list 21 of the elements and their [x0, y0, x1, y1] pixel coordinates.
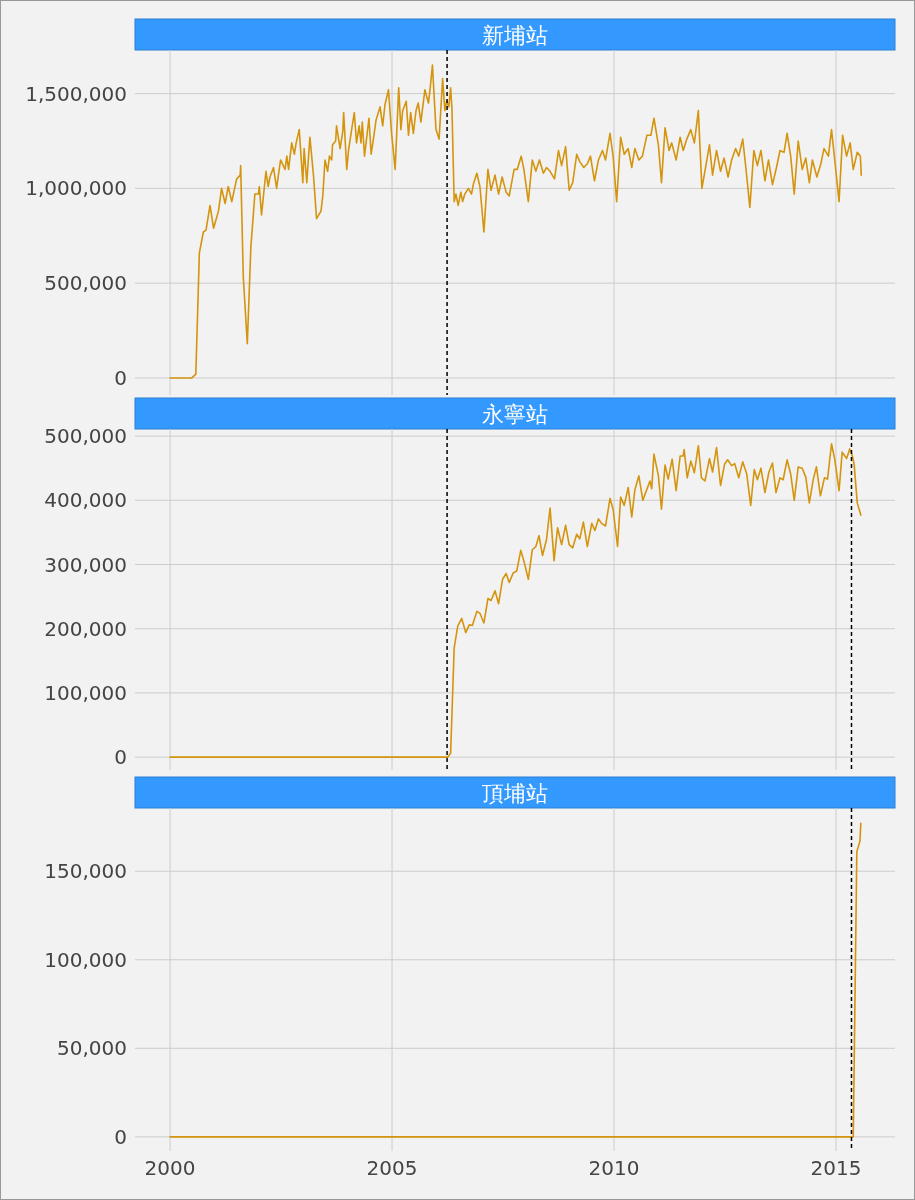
chart-title: 頂埔站 — [482, 780, 548, 806]
x-tick-label: 2015 — [810, 1156, 862, 1180]
y-tick-label: 400,000 — [44, 488, 127, 513]
chart-title: 新埔站 — [482, 22, 548, 48]
y-tick-label: 500,000 — [44, 424, 127, 449]
x-tick-label: 2010 — [588, 1156, 640, 1180]
y-tick-label: 1,500,000 — [25, 81, 127, 106]
y-tick-label: 300,000 — [44, 552, 127, 577]
y-tick-label: 1,000,000 — [25, 176, 127, 201]
x-tick-label: 2000 — [144, 1156, 196, 1180]
y-tick-label: 0 — [114, 745, 127, 770]
y-tick-label: 0 — [114, 365, 127, 390]
y-tick-label: 100,000 — [44, 947, 127, 972]
chart-title: 永寧站 — [482, 401, 548, 427]
y-tick-label: 500,000 — [44, 271, 127, 296]
y-tick-label: 0 — [114, 1124, 127, 1149]
y-tick-label: 100,000 — [44, 680, 127, 705]
y-tick-label: 200,000 — [44, 616, 127, 641]
x-tick-label: 2005 — [366, 1156, 418, 1180]
y-tick-label: 150,000 — [44, 859, 127, 884]
y-tick-label: 50,000 — [57, 1036, 127, 1061]
